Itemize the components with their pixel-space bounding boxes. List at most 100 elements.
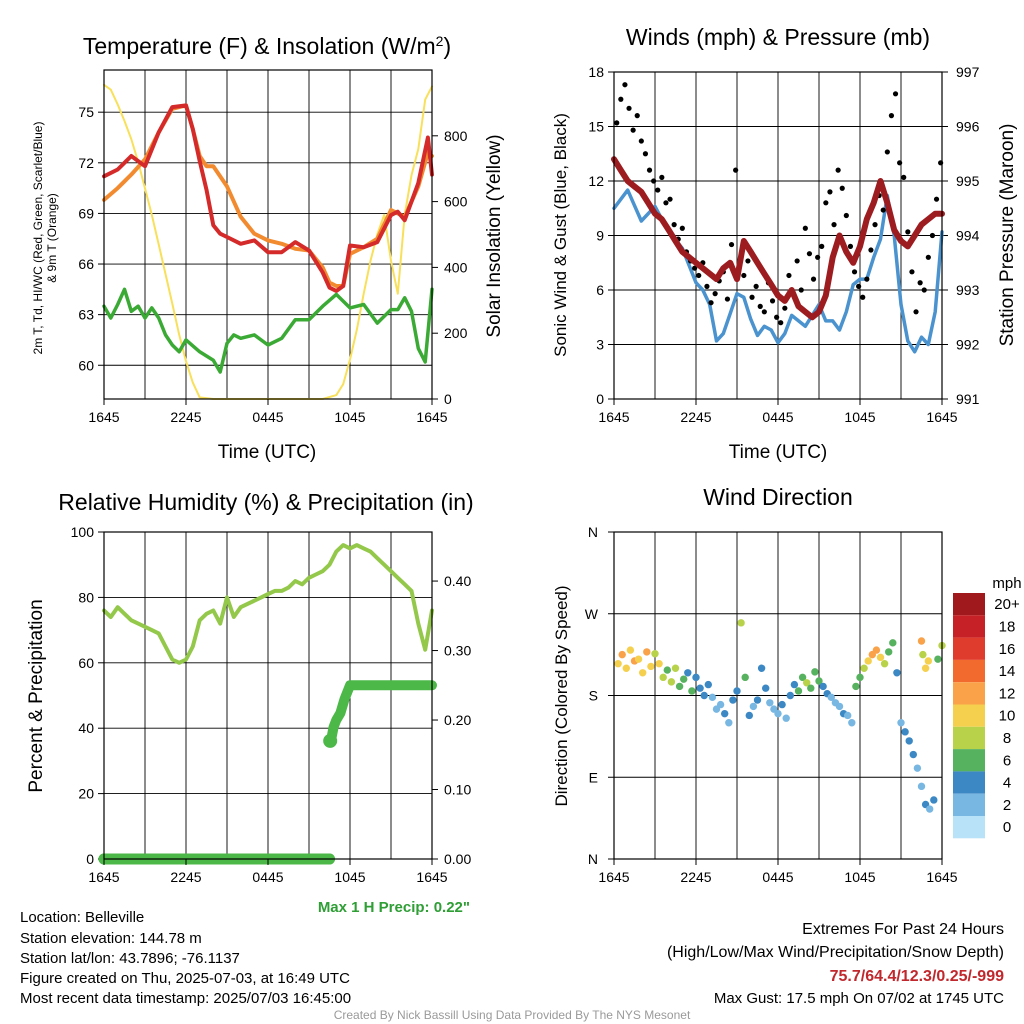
gust-point [831,222,837,228]
legend-label: 16 [999,641,1016,658]
precip-ytick-label: 0.00 [444,851,471,867]
wind-direction-point [811,668,819,676]
gust-point [913,309,919,315]
gust-point [856,283,862,289]
wind-direction-xtick-label: 1645 [598,869,629,885]
gust-point [692,265,698,271]
legend-swatch [953,659,985,683]
wind-direction-point [729,696,737,704]
insolation-ytick-label: 400 [444,259,468,275]
legend-label: 14 [999,663,1016,680]
wind-direction-point [919,650,927,659]
wind-direction-point [835,702,844,711]
series-sonic-wind [612,188,944,354]
gust-point [646,167,653,173]
humidity-xtick-label: 0445 [252,869,283,885]
wind-direction-point [885,648,893,656]
wind-direction-point [926,805,934,813]
gust-point [733,167,739,173]
wind-direction-point [614,660,622,668]
wind-direction-point [860,664,868,672]
precip-ytick-label: 0.10 [444,782,471,798]
gust-point [651,178,657,184]
temperature-xtick-label: 1045 [334,409,365,425]
humidity-xtick-label: 2245 [170,869,201,885]
winds-ytick-label: 6 [596,282,604,298]
legend-label: 4 [1003,775,1011,792]
gust-point [798,287,804,293]
temperature-ytick-label: 69 [78,205,94,221]
insolation-ytick-label: 0 [444,391,452,407]
gust-point [745,258,751,264]
gust-point [769,298,776,304]
pressure-ytick-label: 996 [956,119,980,135]
gust-point [708,300,714,306]
wind-direction-point [778,700,786,709]
wind-direction-point [671,664,680,672]
legend-label: 20+ [994,596,1020,613]
winds-title: Winds (mph) & Pressure (mb) [626,24,930,50]
wind-direction-point [659,673,667,682]
wind-direction-point [700,691,708,700]
temperature-xtick-label: 2245 [170,409,201,425]
winds-ytick-label: 12 [588,173,604,189]
wind-direction-point [798,673,807,682]
gust-point [704,283,710,289]
gust-point [835,167,841,173]
winds-panel: Winds (mph) & Pressure (mb) Time (UTC) S… [551,24,1018,463]
gust-point [917,280,923,286]
legend-label: 8 [1003,730,1011,747]
wind-direction-point [762,684,770,692]
humidity-ytick-label: 80 [78,589,94,605]
wind-direction-ytick-label: W [585,606,599,622]
wind-direction-point [897,719,905,727]
gust-point [679,225,685,231]
legend-swatch [953,593,985,616]
wind-direction-point [733,687,741,695]
gust-point [815,254,821,260]
insolation-ylabel: Solar Insolation (Yellow) [484,134,505,337]
wind-direction-point [794,687,803,695]
gust-point [774,314,780,320]
series-precipitation [325,680,437,746]
wind-direction-point [924,657,933,665]
max-gust-text: Max Gust: 17.5 mph On 07/02 at 1745 UTC [714,990,1004,1007]
legend-label: 0 [1003,819,1011,836]
wind-direction-panel: Wind Direction Direction (Colored By Spe… [552,484,1022,885]
insolation-ytick-label: 800 [444,128,468,144]
precip-ytick-label: 0.40 [444,573,471,589]
wind-direction-point [913,764,922,772]
gust-point [614,120,620,126]
wind-direction-point [786,691,794,700]
temperature-ytick-label: 63 [78,307,94,323]
gust-point [880,207,886,213]
gust-point [630,127,636,133]
wind-direction-point [741,673,749,682]
gust-point [749,294,755,300]
gust-point [872,222,878,228]
precip-ytick-label: 0.30 [444,643,471,659]
gust-point [843,212,849,219]
wind-direction-point [827,693,835,702]
wind-direction-point [639,669,647,677]
winds-ytick-label: 0 [596,391,604,407]
wind-direction-point [930,796,938,804]
wind-direction-point [753,696,762,704]
wind-direction-point [675,682,684,691]
wind-direction-point [757,664,766,672]
created-text: Figure created on Thu, 2025-07-03, at 16… [20,970,350,987]
gust-point [806,251,813,257]
wind-direction-title: Wind Direction [703,484,853,510]
gust-point [860,294,866,300]
legend-swatch [953,749,985,772]
wind-direction-point [749,702,758,711]
legend-label: 2 [1003,797,1011,814]
wind-direction-point [716,700,725,709]
gust-point [810,276,817,282]
insolation-ytick-label: 600 [444,194,468,210]
credit-text: Created By Nick Bassill Using Data Provi… [334,1008,691,1022]
wind-direction-point [708,693,717,702]
gust-point [761,309,767,315]
legend-swatch [953,771,985,794]
humidity-ytick-label: 60 [78,655,94,671]
